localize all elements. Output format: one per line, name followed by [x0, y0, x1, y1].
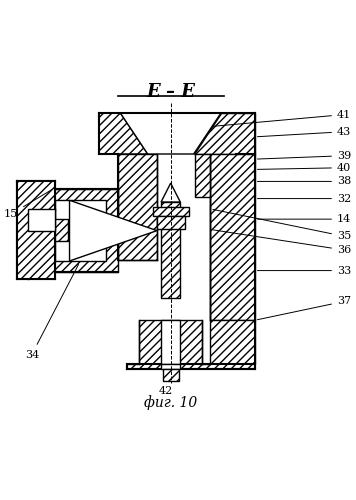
Bar	[17, 182, 55, 279]
Text: 39: 39	[257, 150, 351, 160]
Bar	[139, 320, 202, 364]
Text: 40: 40	[257, 162, 351, 172]
Text: 38: 38	[257, 176, 351, 186]
Polygon shape	[55, 200, 105, 261]
Text: 32: 32	[257, 194, 351, 203]
Polygon shape	[161, 320, 180, 364]
Bar	[210, 154, 255, 320]
Bar	[161, 202, 180, 298]
Bar	[42, 189, 117, 272]
Text: 41: 41	[213, 110, 351, 126]
Polygon shape	[194, 113, 255, 154]
Polygon shape	[28, 209, 55, 231]
Polygon shape	[161, 364, 180, 370]
Text: 35: 35	[213, 210, 351, 242]
Bar	[163, 370, 179, 381]
Text: 34: 34	[25, 264, 79, 360]
Bar	[127, 364, 255, 370]
Text: 15: 15	[4, 190, 52, 219]
Text: 33: 33	[257, 266, 351, 276]
Text: 36: 36	[213, 230, 351, 255]
Text: 14: 14	[257, 214, 351, 224]
Text: E – E: E – E	[146, 82, 195, 100]
Bar	[117, 154, 157, 260]
Polygon shape	[99, 113, 148, 154]
Bar	[157, 216, 185, 230]
Bar	[195, 154, 210, 197]
Text: 37: 37	[257, 296, 351, 320]
Text: 43: 43	[257, 126, 351, 136]
Polygon shape	[120, 113, 221, 154]
Polygon shape	[161, 183, 180, 202]
Bar	[210, 320, 255, 364]
Polygon shape	[69, 200, 157, 261]
Bar	[55, 219, 68, 242]
Polygon shape	[195, 154, 210, 197]
Text: фиг. 10: фиг. 10	[144, 395, 197, 410]
Bar	[152, 207, 189, 216]
Text: 42: 42	[158, 380, 173, 396]
